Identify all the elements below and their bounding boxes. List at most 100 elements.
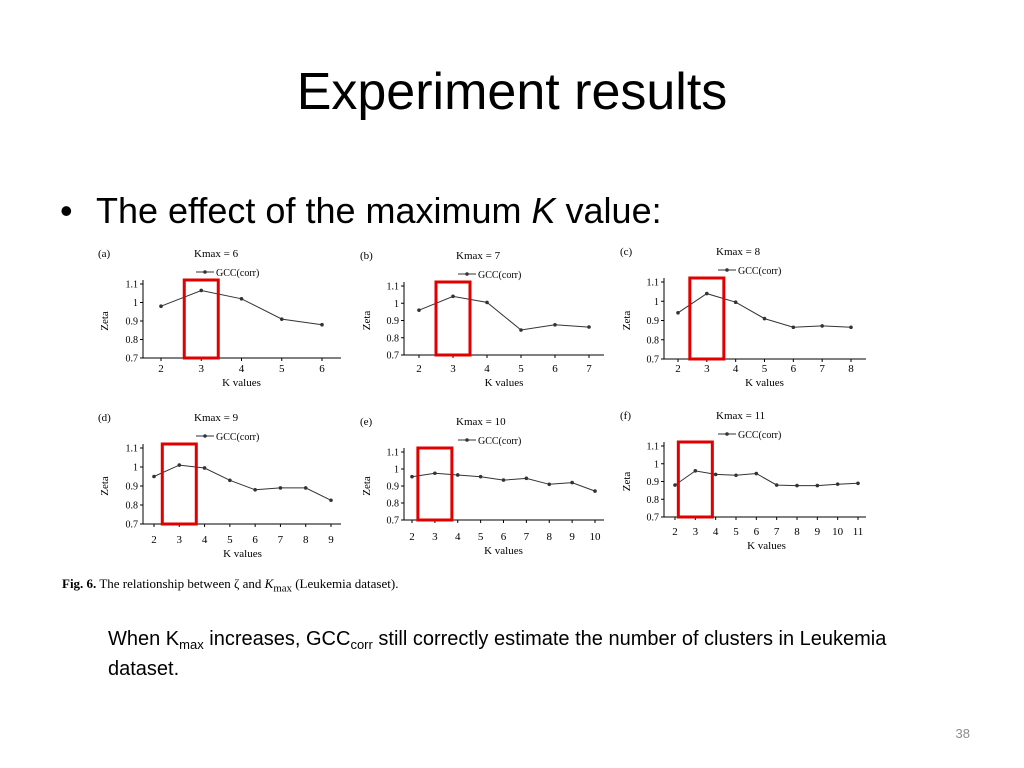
slide-title: Experiment results (296, 63, 728, 121)
data-point (774, 483, 779, 487)
data-point (547, 482, 552, 487)
legend-label: GCC(corr) (478, 436, 521, 447)
data-point (820, 324, 824, 328)
chart-title: Kmax = 7 (456, 250, 501, 262)
y-axis-label: Zeta (361, 311, 373, 331)
data-point (228, 478, 232, 483)
x-tick-label: 4 (484, 363, 490, 375)
x-tick-label: 4 (733, 363, 739, 375)
x-tick-label: 9 (328, 534, 334, 546)
x-tick-label: 6 (754, 526, 760, 538)
data-point (410, 474, 414, 479)
caption-text-1: The relationship between ζ and (96, 576, 265, 591)
caption-sub: max (273, 582, 292, 595)
y-tick-label: 0.8 (387, 333, 400, 344)
series-line (418, 295, 590, 331)
data-point (791, 325, 796, 330)
data-point (570, 480, 574, 485)
y-tick-label: 1.1 (647, 442, 660, 453)
data-point (451, 294, 455, 299)
x-tick-label: 9 (569, 531, 575, 543)
x-tick-label: 6 (791, 363, 797, 375)
legend-label: GCC(corr) (216, 432, 259, 443)
data-point (303, 486, 308, 490)
data-point (329, 498, 333, 503)
x-tick-label: 5 (733, 526, 739, 538)
y-tick-label: 0.7 (647, 513, 660, 524)
y-tick-label: 0.9 (647, 316, 660, 327)
y-tick-label: 1 (133, 298, 138, 309)
x-tick-label: 8 (303, 534, 309, 546)
bullet-icon: • (60, 190, 73, 231)
note-text-2: increases, GCC (203, 628, 351, 650)
y-tick-label: 1.1 (126, 444, 139, 455)
x-tick-label: 10 (590, 531, 602, 543)
note-text-1: When K (108, 628, 180, 650)
y-tick-label: 1.1 (387, 282, 400, 293)
x-tick-label: 5 (478, 531, 484, 543)
bullet-point: • The effect of the maximum K value: (60, 190, 662, 232)
x-tick-label: 2 (416, 363, 422, 375)
data-point (417, 308, 421, 312)
chart-title: Kmax = 9 (194, 412, 239, 424)
x-tick-label: 3 (199, 363, 205, 375)
x-tick-label: 2 (675, 363, 681, 375)
data-point (152, 474, 156, 479)
y-tick-label: 0.7 (126, 520, 139, 531)
x-tick-label: 6 (501, 531, 507, 543)
x-tick-label: 5 (227, 534, 233, 546)
y-tick-label: 1.1 (387, 448, 400, 459)
data-point (553, 323, 557, 327)
x-tick-label: 5 (518, 363, 524, 375)
y-tick-label: 0.7 (387, 351, 400, 362)
data-point (856, 481, 860, 486)
x-tick-label: 6 (252, 534, 258, 546)
data-point (733, 300, 738, 305)
chart-title: Kmax = 6 (194, 248, 239, 260)
legend-label: GCC(corr) (478, 270, 521, 281)
highlight-box (676, 440, 714, 519)
caption-label: Fig. 6. (62, 576, 97, 591)
highlight-box (434, 280, 472, 357)
series-line (677, 293, 852, 328)
legend-marker (203, 434, 207, 438)
legend-marker (203, 270, 207, 274)
data-point (734, 473, 738, 478)
y-tick-label: 0.9 (387, 482, 400, 493)
x-tick-label: 8 (848, 363, 854, 375)
y-axis-label: Zeta (621, 311, 633, 331)
x-tick-label: 7 (278, 534, 284, 546)
y-tick-label: 0.8 (126, 335, 139, 346)
data-point (177, 463, 182, 467)
data-point (673, 483, 677, 487)
x-tick-label: 2 (672, 526, 678, 538)
y-tick-label: 1 (654, 297, 659, 308)
data-point (762, 316, 767, 321)
panel-label: (c) (620, 246, 633, 258)
data-point (455, 473, 460, 477)
note-sub-1: max (179, 637, 204, 652)
y-tick-label: 1 (394, 299, 399, 310)
x-tick-label: 3 (704, 363, 710, 375)
y-tick-label: 1 (394, 465, 399, 476)
data-point (320, 322, 324, 327)
series-line (411, 472, 596, 492)
data-point (199, 288, 204, 293)
y-axis-label: Zeta (361, 476, 373, 496)
y-tick-label: 0.9 (647, 477, 660, 488)
data-point (239, 297, 244, 301)
y-tick-label: 0.8 (647, 335, 660, 346)
bullet-text-prefix: The effect of the maximum (96, 190, 532, 231)
x-tick-label: 3 (450, 363, 456, 375)
series-line (674, 470, 859, 487)
x-axis-label: K values (747, 540, 786, 552)
caption-text-2: (Leukemia dataset). (291, 576, 399, 591)
x-tick-label: 7 (774, 526, 780, 538)
x-axis-label: K values (485, 377, 524, 389)
legend-label: GCC(corr) (738, 430, 781, 441)
x-tick-label: 9 (815, 526, 821, 538)
x-axis-label: K values (484, 545, 523, 557)
data-point (835, 482, 840, 486)
page-number: 38 (955, 726, 970, 741)
